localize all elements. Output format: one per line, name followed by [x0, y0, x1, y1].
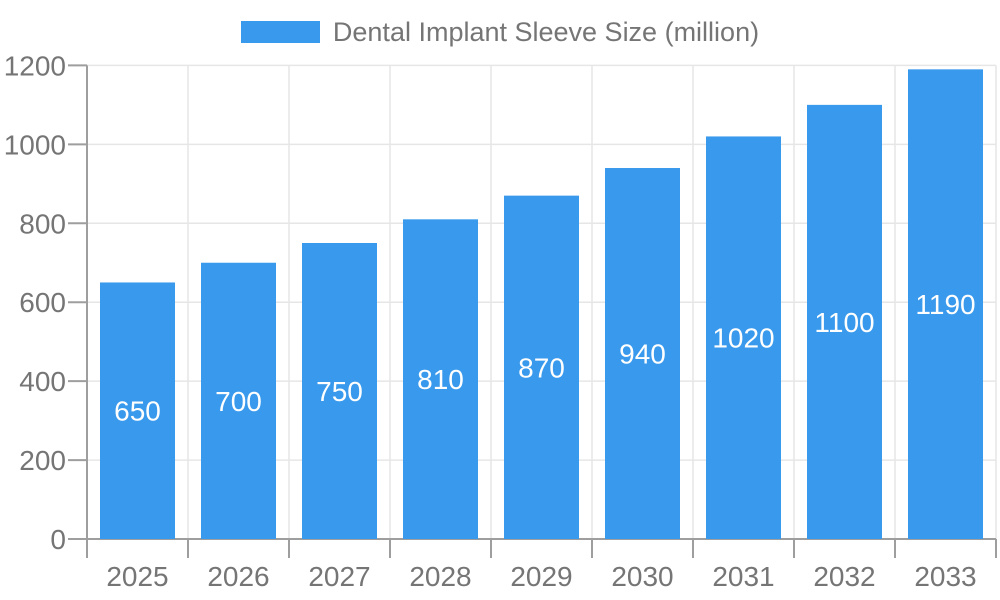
bar-value-label: 750	[316, 376, 363, 407]
y-axis-tick-label: 800	[19, 208, 66, 239]
x-axis-tick-label: 2028	[409, 561, 471, 592]
bar-2028	[403, 219, 478, 539]
bar-2025	[100, 282, 175, 539]
x-axis-tick-label: 2031	[712, 561, 774, 592]
bar-value-label: 700	[215, 386, 262, 417]
x-axis-tick-label: 2025	[106, 561, 168, 592]
legend-label: Dental Implant Sleeve Size (million)	[332, 16, 760, 47]
bar-2027	[302, 243, 377, 539]
bar-2026	[201, 262, 276, 539]
x-axis-tick-label: 2029	[510, 561, 572, 592]
bar-2030	[605, 168, 680, 539]
legend-swatch	[240, 21, 320, 43]
y-axis-tick-label: 1200	[4, 50, 66, 81]
y-axis-tick-label: 400	[19, 366, 66, 397]
bar-2033	[908, 69, 983, 539]
bar-value-label: 1100	[814, 307, 874, 338]
bar-2029	[504, 195, 579, 539]
x-axis-tick-label: 2026	[207, 561, 269, 592]
bar-value-label: 650	[114, 396, 161, 427]
x-axis-tick-label: 2027	[308, 561, 370, 592]
bar-value-label: 810	[417, 364, 464, 395]
y-axis-tick-label: 200	[19, 445, 66, 476]
bar-value-label: 1190	[915, 289, 975, 320]
bar-2031	[706, 136, 781, 539]
y-axis-tick-label: 0	[50, 524, 66, 555]
bar-2032	[807, 104, 882, 539]
chart-legend[interactable]: Dental Implant Sleeve Size (million)	[0, 17, 1000, 47]
bar-value-label: 870	[518, 352, 565, 383]
bar-value-label: 940	[619, 339, 666, 370]
x-axis-tick-label: 2030	[611, 561, 673, 592]
x-axis-tick-label: 2032	[813, 561, 875, 592]
x-axis-tick-label: 2033	[914, 561, 976, 592]
bar-value-label: 1020	[712, 323, 774, 354]
y-axis-tick-label: 600	[19, 287, 66, 318]
y-axis-tick-label: 1000	[4, 129, 66, 160]
